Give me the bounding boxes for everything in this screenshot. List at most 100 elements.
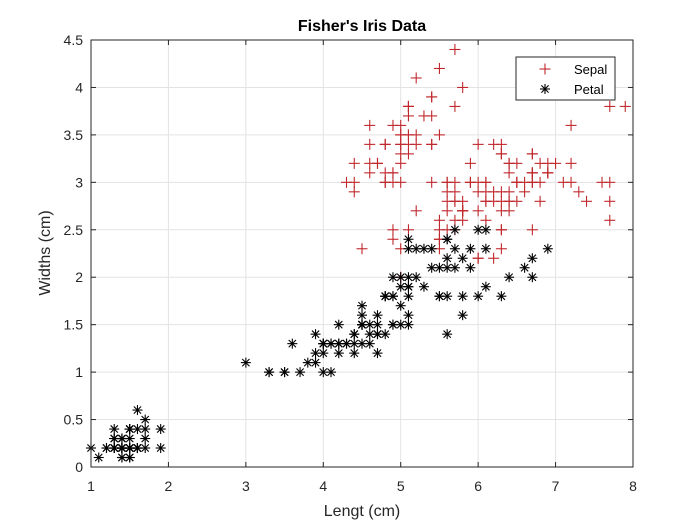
axes-box — [90, 39, 634, 468]
petal-point — [155, 424, 166, 435]
petal-point — [519, 262, 530, 273]
legend-petal-asterisk — [540, 84, 550, 94]
petal-point — [349, 348, 360, 359]
sepal-point — [402, 224, 414, 236]
petal-point — [310, 329, 321, 340]
sepal-point — [410, 129, 422, 141]
petal-point — [527, 253, 538, 264]
sepal-point — [480, 214, 492, 226]
petal-point — [140, 433, 151, 444]
petal-point — [411, 272, 422, 283]
sepal-point — [418, 110, 430, 122]
sepal-point — [395, 157, 407, 169]
petal-point — [480, 281, 491, 292]
petal-point — [442, 262, 453, 273]
sepal-point — [472, 186, 484, 198]
series-petal — [86, 224, 553, 463]
sepal-point — [395, 129, 407, 141]
x-tick-labels: 1 2 3 4 5 6 7 8 — [87, 478, 637, 494]
petal-point — [403, 310, 414, 321]
axis-ticks — [90, 39, 634, 468]
sepal-point — [426, 91, 438, 103]
sepal-point — [464, 157, 476, 169]
petal-point — [318, 348, 329, 359]
sepal-point — [457, 81, 469, 93]
petal-point — [116, 443, 127, 454]
sepal-point — [604, 100, 616, 112]
sepal-point — [457, 214, 469, 226]
y-tick-label: 4 — [75, 79, 83, 95]
petal-point — [411, 243, 422, 254]
y-tick-label: 1 — [75, 364, 83, 380]
petal-point — [109, 424, 120, 435]
sepal-point — [402, 110, 414, 122]
y-tick-label: 4.5 — [64, 32, 84, 48]
sepal-point — [519, 186, 531, 198]
sepal-point — [534, 195, 546, 207]
sepal-point — [619, 100, 631, 112]
y-tick-label: 2.5 — [64, 222, 84, 238]
sepal-point — [441, 195, 453, 207]
petal-point — [116, 452, 127, 463]
sepal-point — [348, 157, 360, 169]
sepal-point — [410, 205, 422, 217]
x-tick-label: 1 — [87, 478, 95, 494]
petal-point — [140, 424, 151, 435]
petal-point — [326, 338, 337, 349]
sepal-point — [433, 224, 445, 236]
petal-point — [426, 262, 437, 273]
sepal-point — [488, 138, 500, 150]
petal-point — [341, 338, 352, 349]
petal-point — [349, 329, 360, 340]
sepal-point — [526, 176, 538, 188]
sepal-point — [364, 167, 376, 179]
petal-point — [473, 291, 484, 302]
petal-point — [372, 348, 383, 359]
sepal-point — [433, 129, 445, 141]
sepal-point — [426, 138, 438, 150]
legend-petal-marker — [540, 84, 550, 94]
sepal-point — [526, 167, 538, 179]
petal-point — [357, 310, 367, 321]
sepal-point — [379, 176, 391, 188]
petal-point — [465, 243, 476, 254]
legend-sepal-plus — [539, 63, 551, 75]
sepal-point — [565, 176, 577, 188]
petal-point — [457, 253, 468, 264]
sepal-point — [511, 176, 523, 188]
chart-title: Fisher's Iris Data — [298, 18, 426, 35]
sepal-point — [503, 167, 515, 179]
petal-point — [124, 424, 135, 435]
sepal-point — [348, 186, 360, 198]
petal-point — [116, 433, 127, 444]
x-axis-label: Lengt (cm) — [324, 503, 400, 520]
petal-point — [496, 291, 507, 302]
sepal-point — [464, 176, 476, 188]
petal-point — [364, 338, 375, 349]
petal-point — [395, 281, 406, 292]
sepal-point — [364, 138, 376, 150]
sepal-point — [449, 100, 461, 112]
petal-point — [418, 281, 429, 292]
sepal-point — [387, 167, 399, 179]
petal-point — [504, 272, 515, 283]
petal-point — [434, 291, 445, 302]
petal-point — [287, 338, 298, 349]
petal-point — [326, 367, 337, 378]
petal-point — [155, 443, 166, 454]
sepal-point — [387, 224, 399, 236]
petal-point — [480, 224, 491, 235]
petal-point — [240, 357, 251, 368]
sepal-point — [534, 157, 546, 169]
sepal-point — [387, 119, 399, 131]
petal-point — [442, 253, 453, 264]
x-tick-label: 7 — [552, 478, 560, 494]
petal-point — [457, 310, 468, 321]
sepal-point — [364, 119, 376, 131]
sepal-point — [604, 176, 616, 188]
sepal-point — [441, 205, 453, 217]
petal-point — [264, 367, 275, 378]
y-tick-label: 2 — [75, 269, 83, 285]
petal-point — [449, 262, 460, 273]
sepal-point — [495, 195, 507, 207]
